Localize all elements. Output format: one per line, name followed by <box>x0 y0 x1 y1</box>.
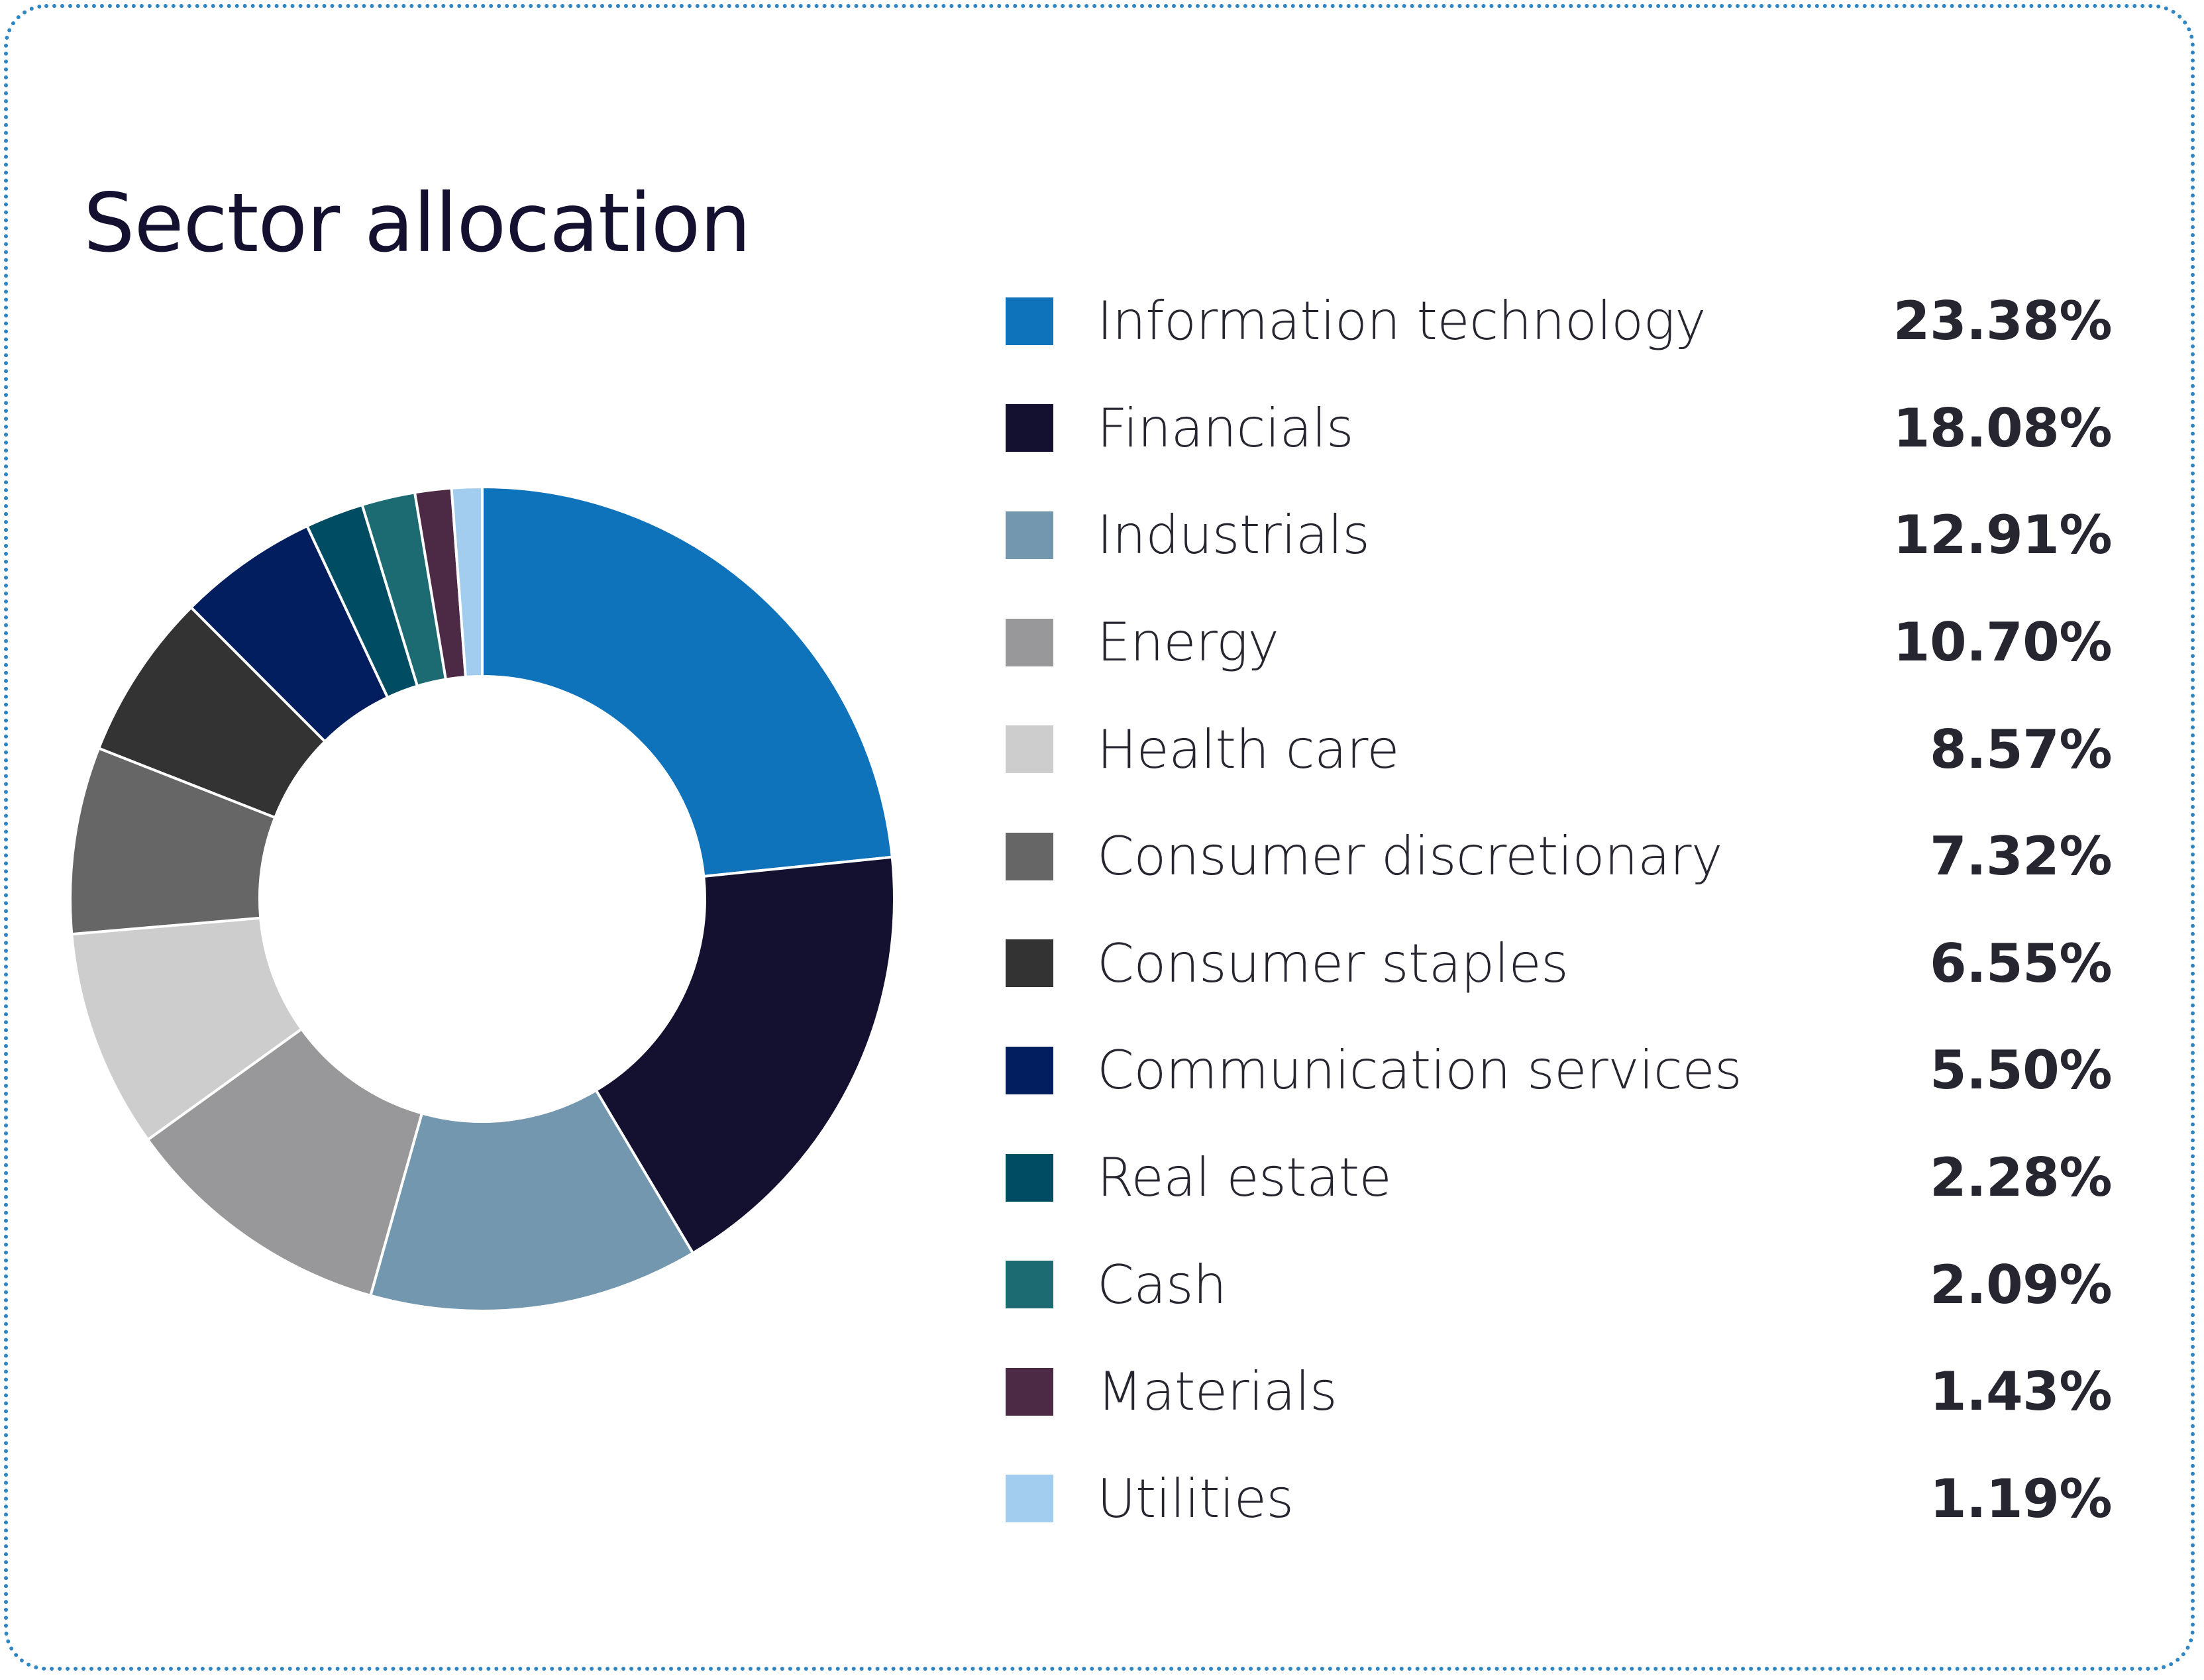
legend-label: Energy <box>1097 611 1279 674</box>
donut-slice-industrials <box>368 1088 695 1312</box>
legend-label: Industrials <box>1097 504 1370 566</box>
legend-swatch <box>1006 1046 1053 1094</box>
data-label: 10.70% <box>1893 611 2113 674</box>
data-label: 2.09% <box>1929 1253 2113 1316</box>
data-label: 5.50% <box>1929 1039 2113 1102</box>
data-label: 12.91% <box>1893 504 2113 566</box>
legend-item-information-technology: Information technology 23.38% <box>1006 268 2113 375</box>
legend-item-consumer-discretionary: Consumer discretionary 7.32% <box>1006 803 2113 910</box>
legend-item-industrials: Industrials 12.91% <box>1006 482 2113 589</box>
data-label: 1.19% <box>1929 1467 2113 1530</box>
data-label: 18.08% <box>1893 397 2113 459</box>
legend-swatch <box>1006 939 1053 988</box>
legend-swatch <box>1006 404 1053 452</box>
data-label: 1.43% <box>1929 1361 2113 1423</box>
legend-label: Communication services <box>1097 1039 1742 1102</box>
legend-swatch <box>1006 297 1053 345</box>
legend-item-utilities: Utilities 1.19% <box>1006 1445 2113 1553</box>
donut-slice-energy <box>146 1027 424 1298</box>
legend-item-real-estate: Real estate 2.28% <box>1006 1124 2113 1232</box>
legend-swatch <box>1006 1153 1053 1202</box>
legend-label: Materials <box>1097 1361 1338 1423</box>
legend-swatch <box>1006 511 1053 559</box>
legend-label: Health care <box>1097 718 1399 780</box>
legend-item-cash: Cash 2.09% <box>1006 1231 2113 1338</box>
legend-item-health-care: Health care 8.57% <box>1006 696 2113 803</box>
legend-item-financials: Financials 18.08% <box>1006 375 2113 482</box>
legend-swatch <box>1006 832 1053 880</box>
legend-swatch <box>1006 1261 1053 1309</box>
legend-label: Consumer staples <box>1097 932 1569 994</box>
legend-item-communication-services: Communication services 5.50% <box>1006 1017 2113 1124</box>
legend-swatch <box>1006 1367 1053 1416</box>
legend-item-energy: Energy 10.70% <box>1006 589 2113 696</box>
chart-title: Sector allocation <box>83 176 751 270</box>
legend-label: Information technology <box>1097 290 1706 352</box>
donut-slice-information-technology <box>481 485 894 878</box>
data-label: 8.57% <box>1929 718 2113 780</box>
donut-slice-utilities <box>450 485 484 679</box>
legend-swatch <box>1006 618 1053 666</box>
legend-label: Real estate <box>1097 1147 1392 1209</box>
legend-swatch <box>1006 725 1053 774</box>
legend-label: Consumer discretionary <box>1097 825 1722 888</box>
legend-item-materials: Materials 1.43% <box>1006 1338 2113 1445</box>
data-label: 23.38% <box>1893 290 2113 352</box>
legend-swatch <box>1006 1475 1053 1523</box>
donut-slice-health-care <box>70 916 304 1142</box>
legend-label: Utilities <box>1097 1467 1294 1530</box>
data-label: 2.28% <box>1929 1147 2113 1209</box>
legend-label: Financials <box>1097 397 1354 459</box>
donut-slice-financials <box>594 855 896 1255</box>
data-label: 6.55% <box>1929 932 2113 994</box>
chart-card <box>4 4 2195 1671</box>
chart-legend: Information technology 23.38% Financials 18… <box>1006 268 2113 1553</box>
legend-item-consumer-staples: Consumer staples 6.55% <box>1006 910 2113 1018</box>
data-label: 7.32% <box>1929 825 2113 888</box>
legend-label: Cash <box>1097 1253 1227 1316</box>
